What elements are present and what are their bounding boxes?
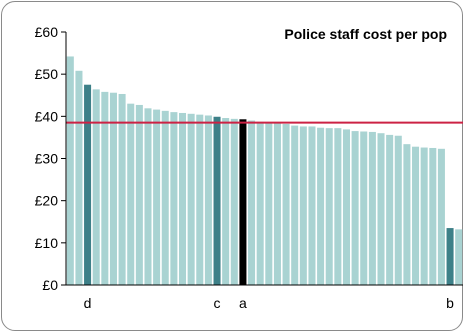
bar (299, 126, 307, 285)
bar (248, 120, 256, 285)
bar (386, 134, 394, 285)
bar (429, 147, 437, 285)
x-label-a: a (239, 295, 247, 311)
bar (412, 146, 420, 285)
bar (308, 126, 316, 285)
axis-layer (61, 31, 463, 286)
bar (127, 103, 135, 286)
bar (368, 131, 376, 285)
chart-title: Police staff cost per pop (284, 26, 447, 42)
chart-frame: £0 £10 £20 £30 £40 £50 £60 d c a b Police staff c… (1, 1, 463, 331)
bar (109, 92, 117, 285)
x-label-b: b (446, 295, 454, 311)
bar (273, 123, 281, 285)
bar (360, 131, 368, 285)
bar (342, 129, 350, 285)
bar (92, 89, 100, 285)
bar (135, 104, 143, 285)
bar-highlight-b (446, 228, 454, 285)
bar (265, 122, 273, 286)
chart-svg: £0 £10 £20 £30 £40 £50 £60 d c a b Police staff c… (35, 24, 463, 311)
y-tick-label: £40 (35, 108, 59, 124)
bar (403, 144, 411, 285)
bar (437, 148, 445, 285)
bar (230, 118, 238, 285)
bar (144, 108, 152, 285)
bar (291, 125, 299, 285)
bar (325, 128, 333, 285)
bar (334, 128, 342, 285)
y-tick-label: £60 (35, 24, 59, 40)
bar (317, 127, 325, 285)
y-tick-label: £0 (42, 277, 58, 293)
bar-highlight-a (239, 119, 247, 285)
y-tick-labels: £0 £10 £20 £30 £40 £50 £60 (35, 24, 59, 293)
y-tick-label: £10 (35, 235, 59, 251)
bar (170, 112, 178, 286)
bars-layer (66, 56, 463, 286)
bar (187, 113, 195, 285)
bar (351, 131, 359, 285)
bar (179, 112, 187, 286)
bar (282, 123, 290, 285)
bar (75, 70, 83, 285)
bar (222, 118, 230, 286)
y-tick-label: £50 (35, 66, 59, 82)
bar (161, 110, 169, 285)
bar-highlight-c (213, 116, 221, 285)
bar (153, 109, 161, 285)
bar (455, 229, 463, 285)
bar (118, 93, 126, 285)
x-label-c: c (214, 295, 221, 311)
bar (394, 135, 402, 285)
bar-highlight-d (84, 84, 92, 286)
bar (66, 56, 74, 286)
bar (204, 115, 212, 286)
y-tick-label: £30 (35, 151, 59, 167)
bar (196, 114, 204, 286)
x-label-d: d (84, 295, 92, 311)
bar (256, 121, 264, 285)
bar (377, 133, 385, 285)
bar (101, 91, 109, 285)
y-tick-label: £20 (35, 193, 59, 209)
bar (420, 147, 428, 285)
